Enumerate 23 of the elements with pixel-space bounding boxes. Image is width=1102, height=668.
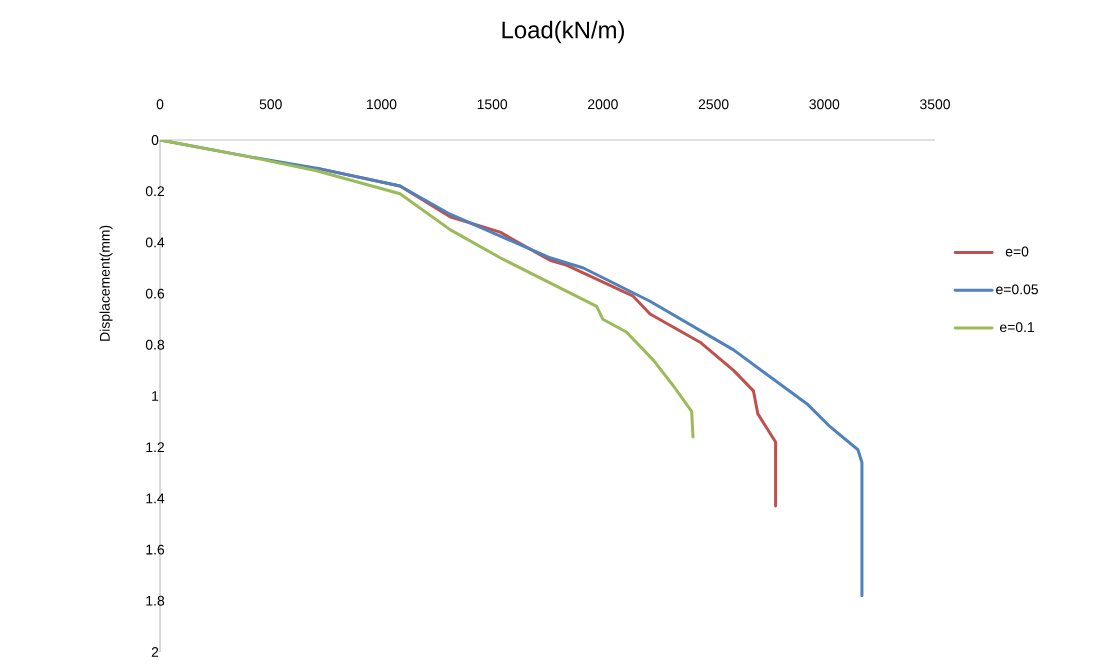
y-tick-label: 0: [151, 135, 159, 145]
y-tick-label: 0.4: [145, 237, 165, 248]
x-tick-label: 3000: [809, 99, 840, 110]
legend-label: e=0: [1005, 246, 1029, 257]
y-axis-title: Displacement(mm): [99, 225, 113, 341]
legend-label: e=0.1: [1000, 322, 1035, 333]
x-axis-title: Load(kN/m): [502, 20, 624, 44]
y-tick-label: 0.2: [145, 186, 165, 197]
x-tick-label: 2000: [588, 99, 618, 110]
y-tick-label: 2: [151, 647, 159, 657]
y-tick-label: 1.2: [146, 442, 165, 453]
x-tick-label: 1000: [366, 99, 397, 110]
x-tick-label: 2500: [698, 99, 729, 110]
y-tick-label: 1.6: [146, 544, 165, 555]
x-tick-label: 500: [259, 99, 282, 110]
y-tick-label: 0.6: [145, 288, 165, 299]
x-tick-label: 3500: [920, 99, 950, 110]
y-tick-label: 1.8: [146, 595, 165, 606]
legend-label: e=0.05: [996, 284, 1038, 295]
y-tick-label: 1: [152, 391, 159, 401]
x-tick-label: 1500: [477, 99, 508, 110]
y-tick-label: 1.4: [146, 493, 165, 504]
y-tick-label: 0.8: [145, 339, 165, 350]
